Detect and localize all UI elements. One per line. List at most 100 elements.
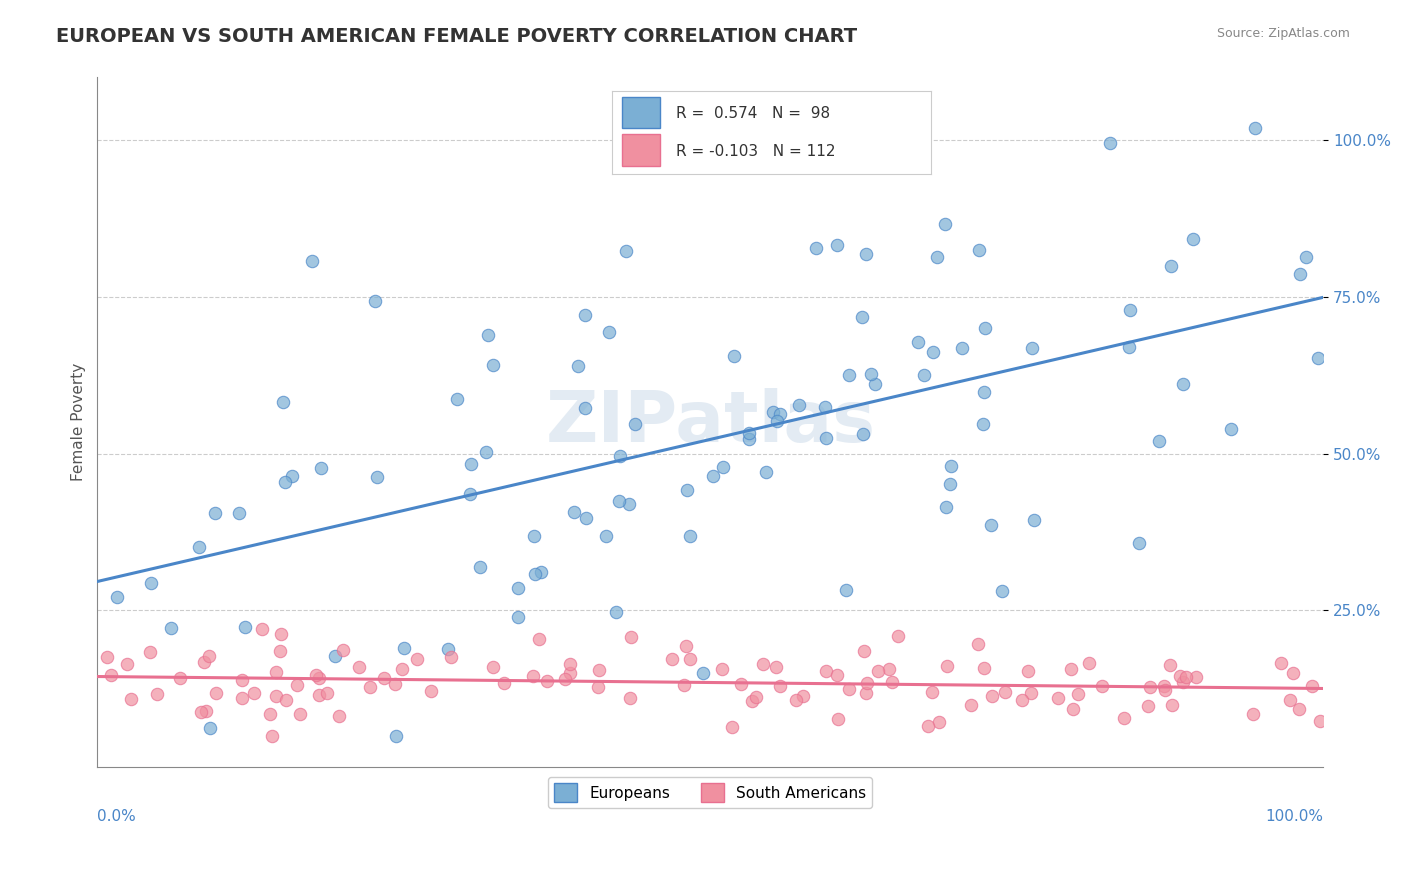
Text: 0.0%: 0.0%	[97, 809, 136, 823]
Point	[228, 506, 250, 520]
Point	[619, 691, 641, 706]
Point	[678, 529, 700, 543]
Point	[1059, 662, 1081, 676]
Point	[420, 684, 443, 698]
Point	[754, 465, 776, 479]
Point	[301, 254, 323, 268]
Point	[1161, 698, 1184, 712]
Point	[100, 668, 122, 682]
Point	[1288, 702, 1310, 716]
Point	[973, 661, 995, 675]
Point	[941, 458, 963, 473]
Point	[266, 665, 288, 680]
Point	[921, 345, 943, 359]
Point	[1306, 351, 1329, 365]
Legend: Europeans, South Americans: Europeans, South Americans	[548, 777, 872, 808]
Point	[588, 663, 610, 677]
Y-axis label: Female Poverty: Female Poverty	[72, 363, 86, 482]
Point	[233, 620, 256, 634]
Point	[973, 384, 995, 399]
Point	[620, 630, 643, 644]
Point	[477, 327, 499, 342]
Point	[1118, 340, 1140, 354]
Point	[769, 679, 792, 693]
Point	[614, 244, 637, 258]
Point	[804, 241, 827, 255]
Point	[475, 444, 498, 458]
Point	[787, 398, 810, 412]
Point	[190, 706, 212, 720]
Point	[887, 629, 910, 643]
Point	[1062, 701, 1084, 715]
Point	[921, 685, 943, 699]
Point	[980, 518, 1002, 533]
Point	[527, 632, 550, 647]
Point	[105, 591, 128, 605]
Point	[1279, 693, 1302, 707]
Point	[494, 676, 516, 690]
Point	[328, 709, 350, 723]
Text: ZIPatlas: ZIPatlas	[546, 388, 876, 457]
Point	[1139, 680, 1161, 694]
Point	[332, 642, 354, 657]
Point	[939, 477, 962, 491]
Point	[1220, 421, 1243, 435]
Point	[458, 487, 481, 501]
Point	[269, 643, 291, 657]
Point	[1077, 656, 1099, 670]
Point	[769, 407, 792, 421]
Point	[243, 686, 266, 700]
Point	[825, 668, 848, 682]
Point	[723, 349, 745, 363]
Text: Source: ZipAtlas.com: Source: ZipAtlas.com	[1216, 27, 1350, 40]
Point	[935, 500, 957, 515]
Point	[1160, 259, 1182, 273]
Point	[1114, 710, 1136, 724]
Point	[969, 243, 991, 257]
Point	[880, 674, 903, 689]
Point	[1137, 699, 1160, 714]
Point	[1047, 691, 1070, 706]
Point	[252, 622, 274, 636]
Point	[1181, 232, 1204, 246]
Point	[877, 662, 900, 676]
Point	[950, 341, 973, 355]
Point	[855, 675, 877, 690]
Point	[1173, 674, 1195, 689]
Point	[1241, 706, 1264, 721]
Point	[384, 677, 406, 691]
Point	[960, 698, 983, 713]
Point	[406, 652, 429, 666]
Point	[373, 671, 395, 685]
Point	[934, 217, 956, 231]
Point	[470, 560, 492, 574]
Point	[437, 641, 460, 656]
Point	[1171, 376, 1194, 391]
Point	[120, 691, 142, 706]
Point	[851, 310, 873, 325]
Point	[194, 704, 217, 718]
Point	[917, 718, 939, 732]
Point	[675, 639, 697, 653]
Point	[692, 666, 714, 681]
Point	[325, 649, 347, 664]
Point	[972, 417, 994, 431]
Point	[274, 475, 297, 490]
Point	[574, 309, 596, 323]
Text: EUROPEAN VS SOUTH AMERICAN FEMALE POVERTY CORRELATION CHART: EUROPEAN VS SOUTH AMERICAN FEMALE POVERT…	[56, 27, 858, 45]
Point	[741, 694, 763, 708]
Point	[994, 685, 1017, 699]
Point	[738, 433, 761, 447]
Point	[838, 368, 860, 382]
Point	[1153, 679, 1175, 693]
Point	[567, 359, 589, 374]
Point	[482, 358, 505, 372]
Point	[711, 459, 734, 474]
Point	[1011, 692, 1033, 706]
Point	[1022, 513, 1045, 527]
Point	[522, 668, 544, 682]
Point	[868, 665, 890, 679]
Point	[852, 426, 875, 441]
Point	[460, 457, 482, 471]
Point	[188, 540, 211, 554]
